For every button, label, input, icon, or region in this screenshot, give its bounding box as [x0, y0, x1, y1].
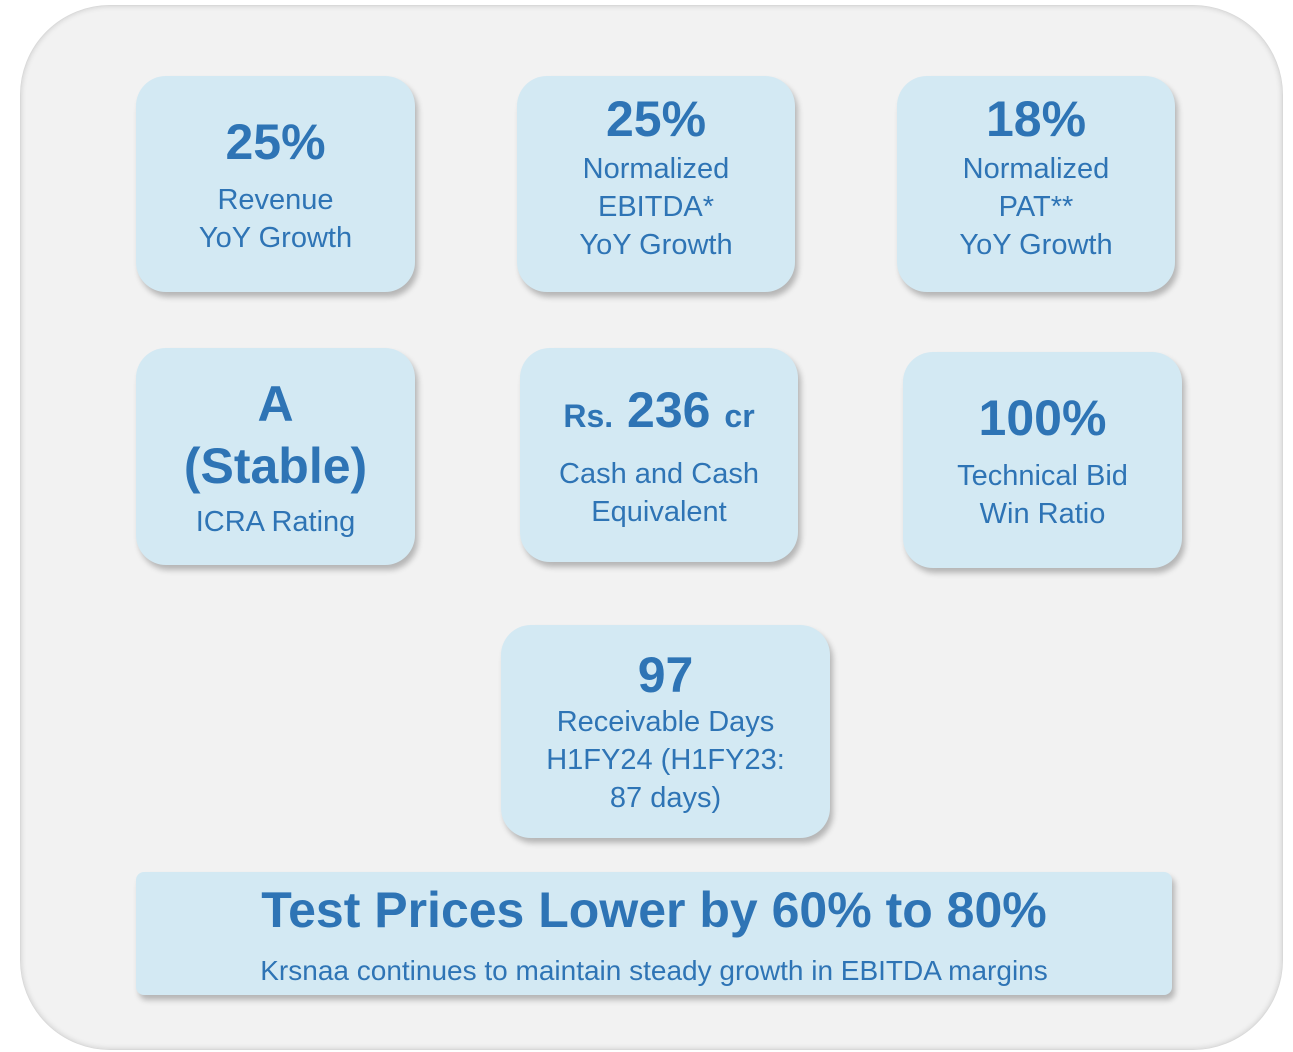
card-value: 25%	[605, 91, 707, 147]
card-label: H1FY24 (H1FY23:	[546, 743, 785, 776]
card: Rs. 236 cr Cash and Cash Equivalent	[520, 348, 798, 562]
card: A (Stable) ICRA Rating	[136, 348, 415, 565]
card-label: PAT**	[998, 191, 1074, 223]
card: 97 Receivable Days H1FY24 (H1FY23: 87 da…	[501, 625, 830, 838]
card-value: (Stable)	[183, 437, 368, 494]
value-amount: 236	[627, 382, 711, 438]
banner-title: Test Prices Lower by 60% to 80%	[261, 882, 1047, 938]
card-value: 25%	[225, 114, 326, 170]
card: 25% Revenue YoY Growth	[136, 76, 415, 292]
card-label: Cash and Cash	[559, 458, 759, 490]
card-label: ICRA Rating	[195, 505, 356, 538]
card-label: Normalized	[962, 153, 1110, 185]
card-value: Rs. 236 cr	[563, 379, 754, 447]
card: 18% Normalized PAT** YoY Growth	[897, 76, 1175, 292]
value-prefix: Rs.	[563, 398, 614, 434]
banner-subtitle: Krsnaa continues to maintain steady grow…	[260, 955, 1048, 986]
card-label: Revenue	[217, 184, 334, 216]
banner: Test Prices Lower by 60% to 80% Krsnaa c…	[136, 872, 1172, 995]
card-label: YoY Growth	[579, 229, 733, 261]
value-suffix: cr	[724, 398, 755, 434]
card-label: Equivalent	[591, 496, 727, 528]
card-value: 18%	[985, 91, 1087, 147]
card-label: Win Ratio	[979, 498, 1106, 530]
card: 25% Normalized EBITDA* YoY Growth	[517, 76, 795, 292]
card-value: 97	[637, 646, 694, 703]
card-label: YoY Growth	[959, 229, 1113, 261]
card-value: A	[257, 375, 294, 432]
card-label: Technical Bid	[957, 460, 1128, 492]
card-label: 87 days)	[609, 781, 722, 814]
card-label: Normalized	[582, 153, 730, 185]
card: 100% Technical Bid Win Ratio	[903, 352, 1182, 568]
card-label: YoY Growth	[198, 222, 353, 254]
card-label: Receivable Days	[556, 705, 775, 738]
card-value: 100%	[978, 390, 1107, 446]
card-label: EBITDA*	[597, 191, 715, 223]
